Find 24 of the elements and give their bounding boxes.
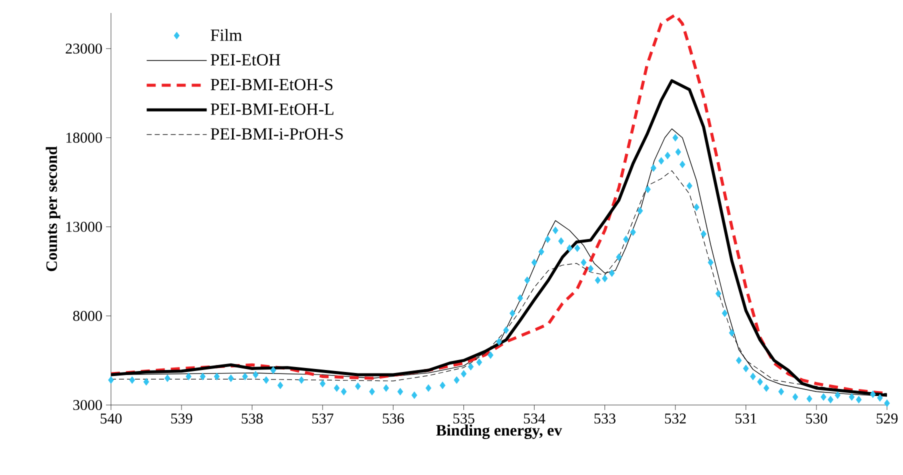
y-tick-label: 18000 bbox=[66, 132, 102, 143]
legend-label: PEI-EtOH bbox=[210, 54, 280, 66]
legend-label: Film bbox=[210, 28, 242, 41]
x-tick-label: 540 bbox=[100, 414, 122, 424]
x-tick-label: 532 bbox=[665, 414, 686, 424]
x-tick-label: 536 bbox=[382, 414, 404, 424]
legend-label: PEI-BMI-EtOH-S bbox=[210, 78, 332, 90]
x-tick-label: 537 bbox=[312, 414, 334, 424]
y-tick-label: 23000 bbox=[66, 44, 102, 54]
x-tick-label: 538 bbox=[242, 414, 263, 424]
x-tick-label: 529 bbox=[876, 414, 898, 424]
x-tick-label: 533 bbox=[594, 414, 616, 424]
legend-label: PEI-BMI-i-PrOH-S bbox=[210, 128, 343, 140]
legend-label: PEI-BMI-EtOH-L bbox=[210, 104, 334, 115]
y-axis-title: Counts per second bbox=[46, 146, 60, 272]
x-tick-label: 534 bbox=[524, 414, 546, 424]
x-axis-title: Binding energy, ev bbox=[436, 424, 562, 440]
x-tick-label: 530 bbox=[806, 414, 828, 424]
y-tick-label: 13000 bbox=[66, 222, 102, 232]
x-tick-label: 531 bbox=[736, 414, 756, 424]
y-tick-label: 3000 bbox=[73, 400, 102, 410]
y-tick-label: 8000 bbox=[73, 310, 102, 321]
x-tick-label: 535 bbox=[453, 414, 474, 424]
x-tick-label: 539 bbox=[171, 414, 192, 424]
